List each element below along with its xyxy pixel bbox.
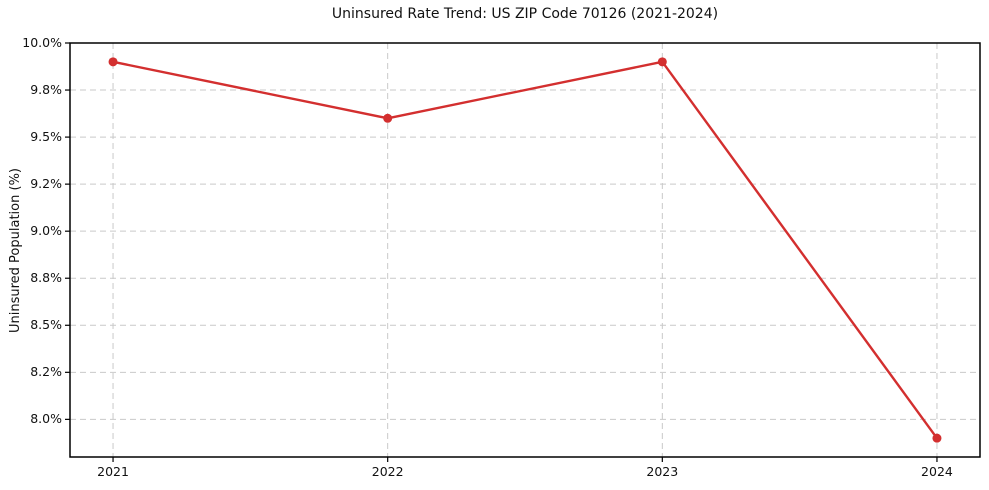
y-tick-label: 9.8% xyxy=(30,82,62,98)
y-tick-label: 8.2% xyxy=(30,364,62,380)
data-point xyxy=(657,57,667,67)
y-tick-label: 8.8% xyxy=(30,270,62,286)
x-tick-label: 2022 xyxy=(371,464,404,479)
data-point xyxy=(932,433,942,443)
series-line xyxy=(111,60,939,440)
x-tick-label: 2024 xyxy=(921,464,953,479)
y-tick-label: 8.0% xyxy=(30,411,62,427)
y-tick-label: 10.0% xyxy=(22,35,62,50)
x-tick-label: 2023 xyxy=(646,464,679,479)
x-tick-label: 2021 xyxy=(97,464,129,479)
chart-title: Uninsured Rate Trend: US ZIP Code 70126 … xyxy=(331,6,719,22)
y-tick-label: 9.5% xyxy=(30,129,62,145)
data-point xyxy=(383,113,393,123)
data-point xyxy=(108,57,118,67)
y-tick-label: 8.5% xyxy=(30,317,62,333)
y-tick-label: 9.0% xyxy=(30,223,62,239)
plot-border xyxy=(69,42,981,458)
y-tick-label: 9.2% xyxy=(30,176,62,192)
